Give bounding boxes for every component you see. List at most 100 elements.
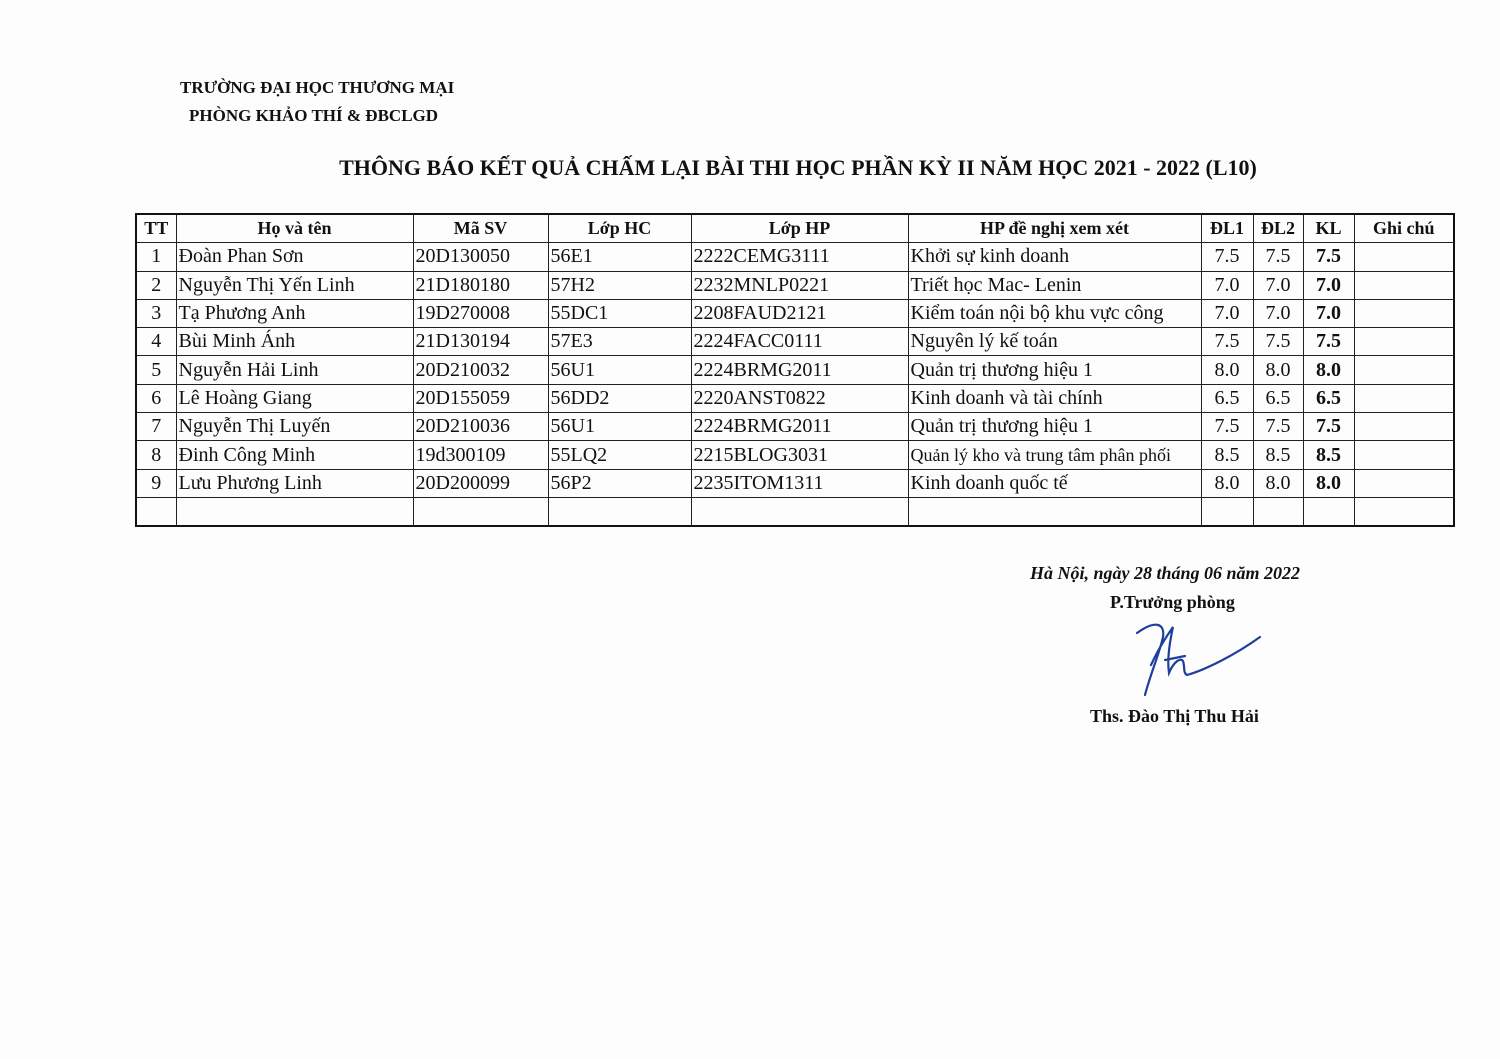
- row-number: 7: [135, 412, 177, 442]
- student-name: Tạ Phương Anh: [175, 298, 414, 329]
- student-name: Bùi Minh Ánh: [175, 327, 414, 357]
- student-id: 20D130050: [412, 242, 549, 272]
- admin-class: 55LQ2: [547, 440, 692, 470]
- final-score: 8.0: [1302, 355, 1355, 385]
- table-row: 6 Lê Hoàng Giang 20D155059 56DD2 2220ANST082…: [135, 383, 1455, 414]
- student-id: 20D200099: [412, 468, 549, 498]
- final-score: 7.5: [1302, 412, 1355, 442]
- admin-class: 56E1: [547, 242, 692, 272]
- note: [1353, 440, 1455, 470]
- student-id: 20D210032: [412, 355, 549, 385]
- course-name: Quản lý kho và trung tâm phân phối: [907, 440, 1202, 470]
- course-class: 2208FAUD2121: [690, 298, 909, 329]
- course-class: 2224BRMG2011: [690, 355, 909, 385]
- row-number: 9: [135, 468, 177, 498]
- table-header-row: TT Họ và tên Mã SV Lớp HC Lớp HP HP đề nghị x…: [135, 213, 1455, 244]
- course-class: 2220ANST0822: [690, 383, 909, 414]
- admin-class: 56P2: [547, 468, 692, 498]
- course-class: 2235ITOM1311: [690, 468, 909, 498]
- score-2: 8.0: [1252, 468, 1304, 498]
- column-header: Ghi chú: [1353, 213, 1455, 244]
- results-table: TT Họ và tên Mã SV Lớp HC Lớp HP HP đề nghị x…: [135, 213, 1455, 528]
- score-2: 6.5: [1252, 383, 1304, 414]
- final-score: 7.0: [1302, 298, 1355, 329]
- column-header: Mã SV: [412, 213, 549, 244]
- table-row: 8 Đinh Công Minh 19d300109 55LQ2 2215BLOG303…: [135, 440, 1455, 470]
- score-1: 8.0: [1200, 468, 1254, 498]
- student-id: 20D210036: [412, 412, 549, 442]
- empty-cell: [547, 496, 692, 527]
- note: [1353, 355, 1455, 385]
- signature-image: [1135, 623, 1262, 697]
- course-class: 2224BRMG2011: [690, 412, 909, 442]
- column-header: TT: [135, 213, 177, 244]
- student-name: Đinh Công Minh: [175, 440, 414, 470]
- score-2: 7.5: [1252, 412, 1304, 442]
- empty-cell: [1353, 496, 1455, 527]
- column-header: ĐL1: [1200, 213, 1254, 244]
- table-row: 2 Nguyễn Thị Yến Linh 21D180180 57H2 2232MNL…: [135, 270, 1455, 300]
- column-header: Lớp HC: [547, 213, 692, 244]
- student-name: Nguyễn Hải Linh: [175, 355, 414, 385]
- table-row: 5 Nguyễn Hải Linh 20D210032 56U1 2224BRMG201…: [135, 355, 1455, 385]
- empty-cell: [1252, 496, 1304, 527]
- student-name: Nguyễn Thị Luyến: [175, 412, 414, 442]
- row-number: 5: [135, 355, 177, 385]
- course-name: Quản trị thương hiệu 1: [907, 412, 1202, 442]
- school-name: TRƯỜNG ĐẠI HỌC THƯƠNG MẠI: [180, 78, 455, 97]
- course-class: 2215BLOG3031: [690, 440, 909, 470]
- final-score: 7.0: [1302, 270, 1355, 300]
- empty-cell: [907, 496, 1202, 527]
- score-1: 7.0: [1200, 298, 1254, 329]
- admin-class: 56U1: [547, 412, 692, 442]
- score-1: 7.5: [1200, 242, 1254, 272]
- document-title: THÔNG BÁO KẾT QUẢ CHẤM LẠI BÀI THI HỌC P…: [339, 155, 1257, 180]
- course-class: 2224FACC0111: [690, 327, 909, 357]
- final-score: 7.5: [1302, 242, 1355, 272]
- column-header: ĐL2: [1252, 213, 1304, 244]
- student-name: Lưu Phương Linh: [175, 468, 414, 498]
- course-name: Kinh doanh và tài chính: [907, 383, 1202, 414]
- score-2: 8.0: [1252, 355, 1304, 385]
- student-name: Lê Hoàng Giang: [175, 383, 414, 414]
- note: [1353, 298, 1455, 329]
- score-1: 7.0: [1200, 270, 1254, 300]
- table-row: 3 Tạ Phương Anh 19D270008 55DC1 2208FAUD2121…: [135, 298, 1455, 329]
- empty-row: [135, 496, 1455, 527]
- empty-cell: [690, 496, 909, 527]
- student-id: 19D270008: [412, 298, 549, 329]
- score-2: 7.5: [1252, 327, 1304, 357]
- row-number: 8: [135, 440, 177, 470]
- course-class: 2232MNLP0221: [690, 270, 909, 300]
- final-score: 6.5: [1302, 383, 1355, 414]
- final-score: 8.5: [1302, 440, 1355, 470]
- empty-cell: [135, 496, 177, 527]
- column-header: KL: [1302, 213, 1355, 244]
- student-id: 20D155059: [412, 383, 549, 414]
- row-number: 2: [135, 270, 177, 300]
- date-line: Hà Nội, ngày 28 tháng 06 năm 2022: [1030, 563, 1301, 583]
- admin-class: 57H2: [547, 270, 692, 300]
- department-name: PHÒNG KHẢO THÍ & ĐBCLGD: [189, 106, 439, 125]
- column-header: Họ và tên: [175, 213, 414, 244]
- table-row: 1 Đoàn Phan Sơn 20D130050 56E1 2222CEMG3111 K…: [135, 242, 1455, 272]
- admin-class: 56DD2: [547, 383, 692, 414]
- score-2: 8.5: [1252, 440, 1304, 470]
- course-name: Quản trị thương hiệu 1: [907, 355, 1202, 385]
- signer-role: P.Trưởng phòng: [1110, 592, 1235, 612]
- table-row: 4 Bùi Minh Ánh 21D130194 57E3 2224FACC0111 Ng…: [135, 327, 1455, 357]
- note: [1353, 270, 1455, 300]
- empty-cell: [175, 496, 414, 527]
- empty-cell: [412, 496, 549, 527]
- course-name: Kinh doanh quốc tế: [907, 468, 1202, 498]
- score-1: 8.0: [1200, 355, 1254, 385]
- row-number: 3: [135, 298, 177, 329]
- empty-cell: [1302, 496, 1355, 527]
- empty-cell: [1200, 496, 1254, 527]
- score-1: 8.5: [1200, 440, 1254, 470]
- note: [1353, 242, 1455, 272]
- table-row: 7 Nguyễn Thị Luyến 20D210036 56U1 2224BRMG20…: [135, 412, 1455, 442]
- note: [1353, 468, 1455, 498]
- admin-class: 56U1: [547, 355, 692, 385]
